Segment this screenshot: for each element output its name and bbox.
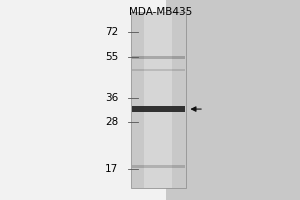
Bar [132,56,184,59]
Bar [130,12,186,188]
Bar [132,165,184,168]
Bar [0,0,167,200]
Text: 72: 72 [105,27,119,37]
Text: 17: 17 [105,164,119,174]
Bar [132,106,184,112]
Text: 55: 55 [105,52,119,62]
Bar [132,69,184,71]
Text: 36: 36 [105,93,119,103]
Text: 28: 28 [105,117,119,127]
Text: MDA-MB435: MDA-MB435 [129,7,192,17]
Bar [144,12,172,188]
